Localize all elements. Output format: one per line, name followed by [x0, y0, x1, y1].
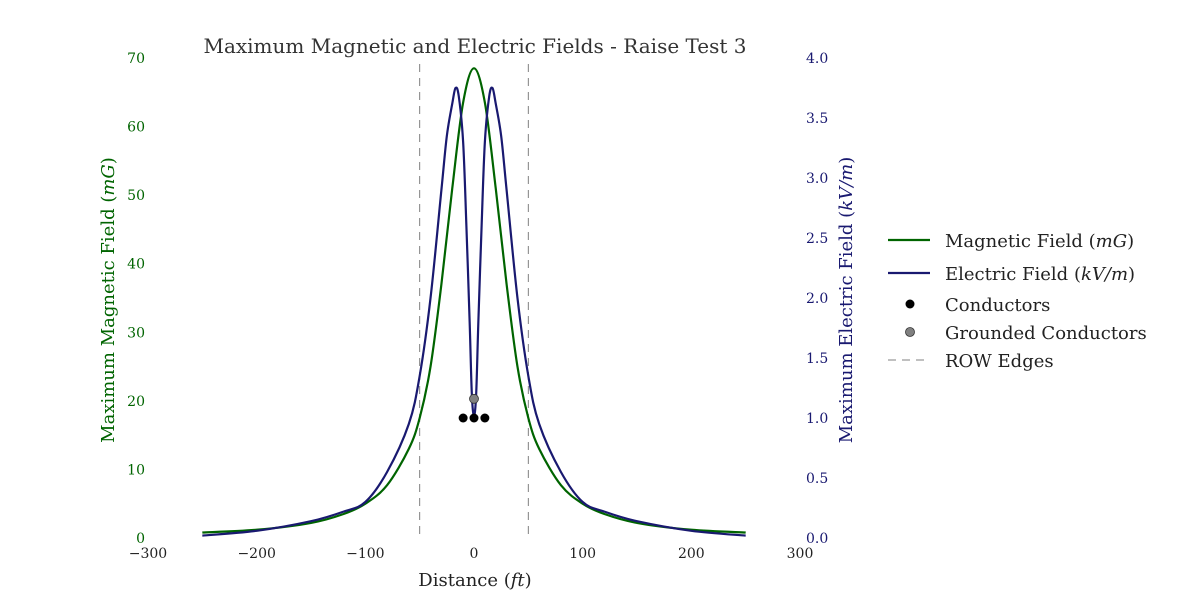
markers — [458, 393, 490, 423]
y-right-tick-label: 0.0 — [806, 531, 828, 547]
y-axis-left-label: Maximum Magnetic Field (mG) — [98, 157, 119, 443]
legend-conductors-label: Conductors — [945, 295, 1050, 316]
row-edges — [419, 64, 529, 538]
grounded-conductor-point-0 — [469, 393, 479, 404]
x-tick-label: 300 — [787, 546, 814, 562]
curves — [202, 67, 746, 537]
y-axis-right-ticks: 0.0 0.5 1.0 1.5 2.0 2.5 3.0 3.5 4.0 — [806, 51, 828, 547]
x-tick-label: −100 — [346, 546, 384, 562]
y-right-tick-label: 2.5 — [806, 231, 828, 247]
legend-magnetic-label: Magnetic Field (mG) — [945, 231, 1134, 252]
y-right-tick-label: 0.5 — [806, 471, 828, 487]
x-axis-label: Distance (ft) — [418, 570, 531, 591]
electric-field-line — [202, 86, 746, 537]
legend-conductor-marker — [905, 299, 915, 309]
y-right-tick-label: 2.0 — [806, 291, 828, 307]
y-right-tick-label: 1.5 — [806, 351, 828, 367]
legend-electric-label: Electric Field (kV/m) — [945, 264, 1135, 285]
y-left-tick-label: 60 — [127, 120, 145, 136]
x-tick-label: 0 — [470, 546, 479, 562]
chart-title: Maximum Magnetic and Electric Fields - R… — [203, 34, 746, 58]
x-tick-label: −300 — [129, 546, 167, 562]
y-axis-left-ticks: 0 10 20 30 40 50 60 70 — [127, 51, 145, 547]
x-tick-label: 200 — [678, 546, 705, 562]
legend-grounded-label: Grounded Conductors — [945, 323, 1147, 344]
conductor-point-1 — [469, 413, 479, 423]
legend-grounded-marker — [905, 327, 915, 337]
y-left-tick-label: 30 — [127, 325, 145, 341]
legend: Magnetic Field (mG) Electric Field (kV/m… — [888, 231, 1147, 372]
y-axis-right-label: Maximum Electric Field (kV/m) — [836, 157, 857, 444]
y-right-tick-label: 3.5 — [806, 111, 828, 127]
y-right-tick-label: 3.0 — [806, 171, 828, 187]
y-right-tick-label: 4.0 — [806, 51, 828, 67]
legend-row-edges-label: ROW Edges — [945, 351, 1054, 372]
y-left-tick-label: 20 — [127, 394, 145, 410]
magnetic-field-line — [202, 67, 746, 534]
x-tick-label: −200 — [237, 546, 275, 562]
y-left-tick-label: 10 — [127, 462, 145, 478]
x-axis-ticks: −300 −200 −100 0 100 200 300 — [129, 546, 814, 562]
y-left-tick-label: 0 — [136, 531, 145, 547]
conductor-point-0 — [458, 413, 468, 423]
y-left-tick-label: 70 — [127, 51, 145, 67]
x-tick-label: 100 — [569, 546, 596, 562]
conductor-point-2 — [480, 413, 490, 423]
y-left-tick-label: 50 — [127, 188, 145, 204]
y-left-tick-label: 40 — [127, 257, 145, 273]
y-right-tick-label: 1.0 — [806, 411, 828, 427]
